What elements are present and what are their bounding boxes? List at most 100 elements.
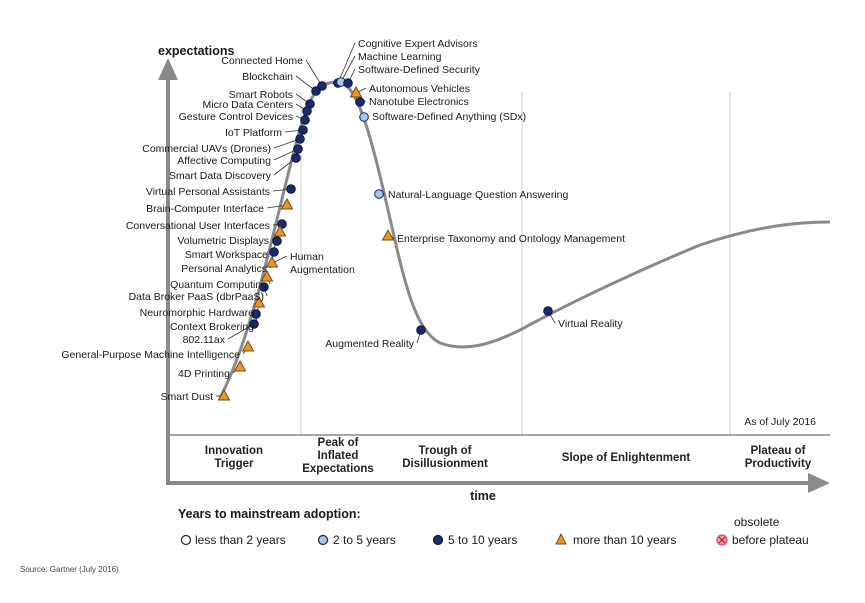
marker-personal-analytics (269, 247, 279, 257)
label-augmented-reality: Augmented Reality (325, 338, 414, 350)
marker-context-brokering (251, 309, 261, 319)
label-micro-data-centers: Micro Data Centers (203, 99, 293, 111)
label-context-brokering: Context Brokering (170, 321, 254, 333)
legend-marker-red-x-circle (716, 534, 728, 546)
label-smart-data-discovery: Smart Data Discovery (169, 170, 272, 182)
marker-quantum-computing (260, 269, 274, 282)
label-brain-computer-interface: Brain-Computer Interface (146, 203, 264, 215)
label-human-augmentation: Human (290, 251, 324, 263)
legend-label-2-to-5: 2 to 5 years (333, 533, 396, 547)
phase-label-3: Disillusionment (402, 458, 488, 470)
label-natural-language-question-answering: Natural-Language Question Answering (388, 189, 569, 201)
source-note: Source: Gartner (July 2016) (20, 565, 119, 574)
label-general-purpose-machine-intelligence: General-Purpose Machine Intelligence (61, 349, 240, 361)
phase-label-1: Innovation (205, 445, 263, 457)
x-axis-title: time (470, 489, 496, 503)
legend-marker-light-blue-circle (317, 534, 329, 546)
legend-label-obsolete: obsolete (734, 515, 780, 529)
legend-marker-dark-blue-circle (432, 534, 444, 546)
label-cognitive-expert-advisors: Cognitive Expert Advisors (358, 38, 478, 50)
marker-gesture-control-devices (300, 115, 310, 125)
marker-blockchain (311, 86, 321, 96)
marker-affective-computing (293, 144, 303, 154)
marker-micro-data-centers (302, 106, 312, 116)
phase-label-2: Peak of (318, 437, 359, 449)
label-smart-dust: Smart Dust (160, 391, 213, 403)
label-gesture-control-devices: Gesture Control Devices (179, 111, 293, 123)
marker-software-defined-anything-sdx (359, 112, 369, 122)
markers (217, 77, 553, 401)
marker-augmented-reality (416, 325, 426, 335)
legend-marker-orange-triangle (555, 532, 567, 545)
legend-label-before-plateau: before plateau (732, 533, 809, 547)
label-data-broker-paas-dbrpaas: Data Broker PaaS (dbrPaaS) (129, 291, 264, 303)
leader-cognitive-expert-advisors (337, 42, 356, 84)
legend-title: Years to mainstream adoption: (178, 507, 361, 521)
legend: Years to mainstream adoption: less than … (178, 507, 809, 547)
legend-label-less-than-2: less than 2 years (195, 533, 286, 547)
label-4d-printing: 4D Printing (178, 368, 230, 380)
label-connected-home: Connected Home (221, 55, 303, 67)
marker-data-broker-paas-dbrpaas (259, 282, 269, 292)
label-iot-platform: IoT Platform (225, 127, 282, 139)
marker-commercial-uavs-drones (295, 134, 305, 144)
phase-label-1: Trigger (215, 458, 255, 470)
label-affective-computing: Affective Computing (177, 155, 271, 167)
label-machine-learning: Machine Learning (358, 51, 442, 63)
marker-iot-platform (298, 125, 308, 135)
label-neuromorphic-hardware: Neuromorphic Hardware (140, 307, 255, 319)
label-software-defined-security: Software-Defined Security (358, 64, 481, 76)
label-software-defined-anything-sdx: Software-Defined Anything (SDx) (372, 111, 526, 123)
phase-label-2: Expectations (302, 463, 374, 475)
marker-nanotube-electronics (355, 97, 365, 107)
marker-software-defined-security (343, 78, 353, 88)
phase-label-4: Slope of Enlightenment (562, 452, 691, 464)
legend-marker-open-circle (180, 534, 192, 546)
label-human-augmentation: Augmentation (290, 264, 355, 276)
label-enterprise-taxonomy-and-ontology-management: Enterprise Taxonomy and Ontology Managem… (397, 233, 625, 245)
label-commercial-uavs-drones: Commercial UAVs (Drones) (142, 143, 271, 155)
label-blockchain: Blockchain (242, 71, 293, 83)
phase-label-5: Plateau of (751, 445, 806, 457)
label-smart-robots: Smart Robots (229, 89, 293, 101)
marker-smart-dust (217, 388, 231, 401)
leader-machine-learning (340, 55, 356, 83)
as-of-label: As of July 2016 (744, 416, 816, 428)
leader-connected-home (305, 59, 323, 87)
marker-natural-language-question-answering (374, 189, 384, 199)
marker-neuromorphic-hardware (252, 295, 266, 308)
marker-smart-workspace (272, 236, 282, 246)
marker-enterprise-taxonomy-and-ontology-management (381, 228, 395, 241)
marker-802-11ax (249, 319, 259, 329)
marker-human-augmentation (265, 255, 279, 268)
marker-volumetric-displays (273, 224, 287, 237)
y-axis (158, 58, 178, 483)
phase-label-5: Productivity (745, 458, 812, 470)
legend-label-5-to-10: 5 to 10 years (448, 533, 517, 547)
legend-label-more-than-10: more than 10 years (573, 533, 676, 547)
label-virtual-reality: Virtual Reality (558, 318, 623, 330)
marker-virtual-personal-assistants (286, 184, 296, 194)
label-personal-analytics: Personal Analytics (181, 263, 267, 275)
marker-general-purpose-machine-intelligence (241, 339, 255, 352)
label-virtual-personal-assistants: Virtual Personal Assistants (146, 186, 270, 198)
label-smart-workspace: Smart Workspace (185, 249, 268, 261)
phase-dividers (300, 92, 731, 435)
label-volumetric-displays: Volumetric Displays (177, 235, 269, 247)
label-quantum-computing: Quantum Computing (170, 279, 267, 291)
marker-autonomous-vehicles (349, 85, 363, 98)
marker-brain-computer-interface (280, 197, 294, 210)
phase-label-2: Inflated (318, 450, 359, 462)
label-autonomous-vehicles: Autonomous Vehicles (369, 83, 470, 95)
label-nanotube-electronics: Nanotube Electronics (369, 96, 469, 108)
label-802-11ax: 802.11ax (183, 334, 226, 346)
phase-label-3: Trough of (418, 445, 471, 457)
leader-802-11ax (227, 323, 255, 340)
marker-smart-data-discovery (291, 153, 301, 163)
y-axis-title: expectations (158, 44, 234, 58)
